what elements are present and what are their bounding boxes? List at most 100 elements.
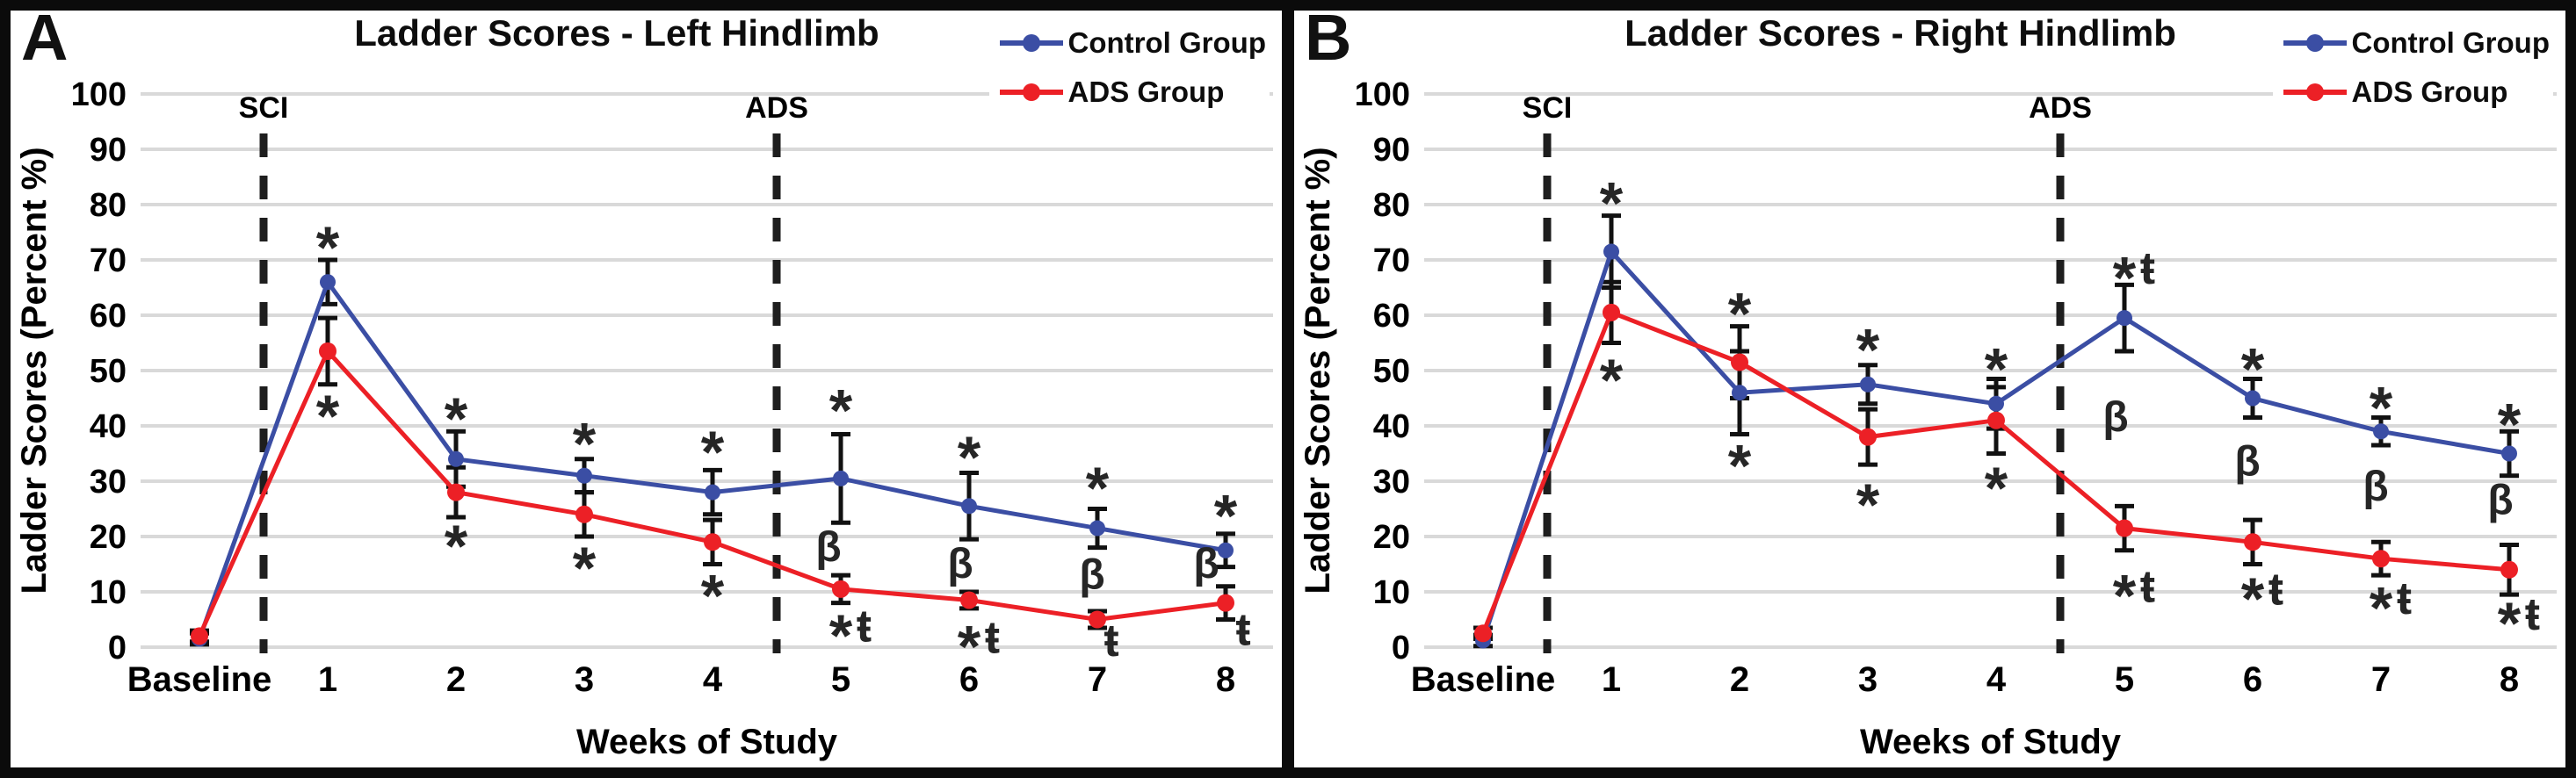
control-series-marker-icon xyxy=(999,34,1063,52)
panel-label-b: B xyxy=(1305,11,1352,74)
data-point xyxy=(2116,519,2133,537)
data-point xyxy=(575,505,593,523)
annotation-beta: β xyxy=(2487,478,2513,524)
x-tick-label: 6 xyxy=(959,660,979,699)
data-point xyxy=(2501,445,2517,462)
annotation-asterisk: * xyxy=(573,535,597,602)
plot-area-right-hindlimb: 0 10 20 30 40 50 60 70 80 90 100 Baseline 1 2 3 4 5 6 7 8 La… xyxy=(1299,76,2557,761)
y-tick-label: 100 xyxy=(1355,76,1410,113)
data-point xyxy=(960,591,978,609)
data-point xyxy=(2244,533,2261,551)
y-axis-title: Ladder Scores (Percent %) xyxy=(1299,147,1337,594)
legend: Control Group ADS Group xyxy=(2272,21,2553,114)
data-point xyxy=(1731,353,1748,371)
legend-label-ads: ADS Group xyxy=(2351,76,2508,108)
legend-item-ads: ADS Group xyxy=(2282,76,2550,109)
ads-series-marker-icon xyxy=(999,83,1063,101)
data-point xyxy=(319,342,336,360)
y-tick-label: 50 xyxy=(1373,353,1410,390)
y-tick-label: 20 xyxy=(1373,519,1410,556)
annotation-tbar: ŧ xyxy=(1103,616,1118,666)
event-markers: SCI ADS xyxy=(1523,91,2092,653)
data-point xyxy=(2372,550,2390,568)
annotation-asterisk: * xyxy=(1856,316,1880,383)
event-label-ads: ADS xyxy=(2029,91,2092,125)
legend-item-control: Control Group xyxy=(2282,26,2550,60)
data-point xyxy=(2500,560,2518,579)
annotation-asterisk: * xyxy=(445,385,468,452)
annotation-asterisk: * xyxy=(1728,433,1752,500)
data-point xyxy=(961,498,977,515)
panel-label-a: A xyxy=(21,11,69,74)
annotation-asterisk: * xyxy=(445,513,468,580)
panel-title-b: Ladder Scores - Right Hindlimb xyxy=(1624,12,2176,54)
y-tick-label: 0 xyxy=(1392,630,1410,666)
panel-a: A Ladder Scores - Left Hindlimb 0 10 20 30 4… xyxy=(11,11,1282,767)
data-point xyxy=(1988,395,2004,412)
data-point xyxy=(832,580,850,598)
y-tick-label: 70 xyxy=(1373,242,1410,279)
annotation-tbar: ŧ xyxy=(1235,605,1250,656)
legend-item-control: Control Group xyxy=(998,26,1266,60)
y-tick-label: 60 xyxy=(90,298,127,335)
annotation-beta: β xyxy=(947,541,973,587)
y-tick-label: 20 xyxy=(90,519,127,556)
y-tick-label: 70 xyxy=(90,242,127,279)
event-label-sci: SCI xyxy=(1523,91,1573,125)
annotation-asterisk: * xyxy=(1985,335,2008,402)
annotation-asterisk: * xyxy=(1214,482,1238,549)
annotation-beta: β xyxy=(2234,439,2260,486)
event-label-ads: ADS xyxy=(745,91,808,125)
y-axis-tick-labels: 0 10 20 30 40 50 60 70 80 90 100 xyxy=(1355,76,1410,666)
data-point xyxy=(1603,243,1619,260)
legend: Control Group ADS Group xyxy=(988,21,1270,114)
x-tick-label: Baseline xyxy=(1411,660,1556,699)
x-axis-title: Weeks of Study xyxy=(576,723,838,761)
legend-label-ads: ADS Group xyxy=(1067,76,1225,108)
y-axis-title: Ladder Scores (Percent %) xyxy=(15,147,54,594)
series-ads xyxy=(191,342,1234,645)
significance-annotations: * * * * * * * * *ŧ β *ŧ * β *ŧ * β *ŧ * β *ŧ xyxy=(1600,169,2540,657)
annotation-asterisk: *ŧ xyxy=(829,602,872,669)
y-tick-label: 30 xyxy=(90,464,127,501)
x-tick-label: 7 xyxy=(1088,660,1107,699)
significance-annotations: ** *******β*ŧ*β*ŧ*βŧ*βŧ xyxy=(316,214,1251,681)
annotation-asterisk: * xyxy=(2498,391,2522,457)
annotation-asterisk: * xyxy=(316,214,340,281)
annotation-beta: β xyxy=(1193,541,1219,587)
annotation-asterisk: * xyxy=(1600,169,1624,236)
ads-series-marker-icon xyxy=(2283,83,2347,101)
y-axis-tick-labels: 0 10 20 30 40 50 60 70 80 90 100 xyxy=(71,76,127,666)
data-point xyxy=(1089,610,1106,629)
data-point xyxy=(1987,411,2005,429)
annotation-beta: β xyxy=(2102,394,2128,441)
event-markers: SCI ADS xyxy=(239,91,808,653)
data-point xyxy=(833,470,849,486)
data-point xyxy=(1732,385,1747,401)
annotation-asterisk: * xyxy=(316,383,340,450)
annotation-asterisk: * xyxy=(1856,472,1880,538)
y-tick-label: 0 xyxy=(108,630,127,666)
annotation-beta: β xyxy=(815,524,841,571)
annotation-beta: β xyxy=(2363,464,2388,510)
x-tick-label: Baseline xyxy=(127,660,272,699)
y-tick-label: 80 xyxy=(1373,187,1410,224)
error-bars xyxy=(1473,213,2519,649)
y-tick-label: 30 xyxy=(1373,464,1410,501)
annotation-asterisk: * xyxy=(573,410,597,477)
y-tick-label: 10 xyxy=(90,574,127,611)
data-point xyxy=(191,627,208,645)
x-tick-label: 4 xyxy=(703,660,723,699)
x-axis-tick-labels: Baseline 1 2 3 4 5 6 7 8 xyxy=(127,660,1235,699)
annotation-asterisk: *ŧ xyxy=(2113,561,2155,629)
data-point xyxy=(1218,542,1234,558)
plot-area-left-hindlimb: 0 10 20 30 40 50 60 70 80 90 100 Baseline 1 2 3 4 5 6 7 8 La… xyxy=(15,76,1273,761)
x-tick-label: 2 xyxy=(1730,660,1749,699)
x-tick-label: 3 xyxy=(1858,660,1878,699)
annotation-beta: β xyxy=(1079,552,1104,599)
x-tick-label: 5 xyxy=(2115,660,2134,699)
data-point xyxy=(2373,423,2389,440)
x-tick-label: 7 xyxy=(2371,660,2391,699)
x-tick-label: 4 xyxy=(1986,660,2007,699)
